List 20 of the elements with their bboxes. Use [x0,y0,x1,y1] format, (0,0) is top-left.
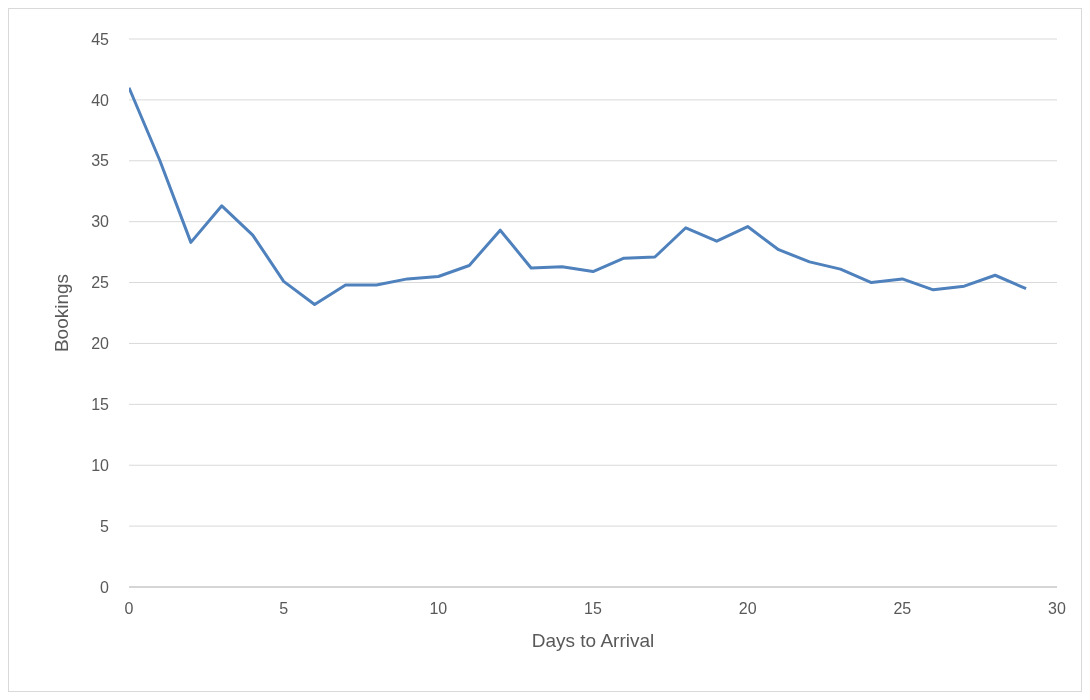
y-tick-label: 40 [91,91,110,109]
x-tick-label: 30 [1048,600,1066,618]
x-tick-label: 5 [279,600,289,618]
y-tick-label: 10 [91,456,110,474]
y-tick-label: 15 [91,396,110,414]
y-tick-label: 5 [100,517,110,535]
y-tick-label: 25 [91,274,110,292]
x-tick-label: 15 [584,600,602,618]
y-axis-title: Bookings [50,273,72,353]
y-tick-label: 0 [100,578,110,596]
x-tick-label: 0 [124,600,134,618]
x-tick-label: 10 [429,600,448,618]
x-axis-title: Days to Arrival [531,630,655,651]
y-tick-label: 35 [91,152,110,170]
line-series [129,86,1028,306]
x-tick-label: 20 [738,600,757,618]
y-tick-label: 20 [91,335,110,353]
y-tick-label: 45 [91,30,110,48]
y-tick-label: 30 [91,213,110,231]
x-tick-label: 25 [893,600,912,618]
